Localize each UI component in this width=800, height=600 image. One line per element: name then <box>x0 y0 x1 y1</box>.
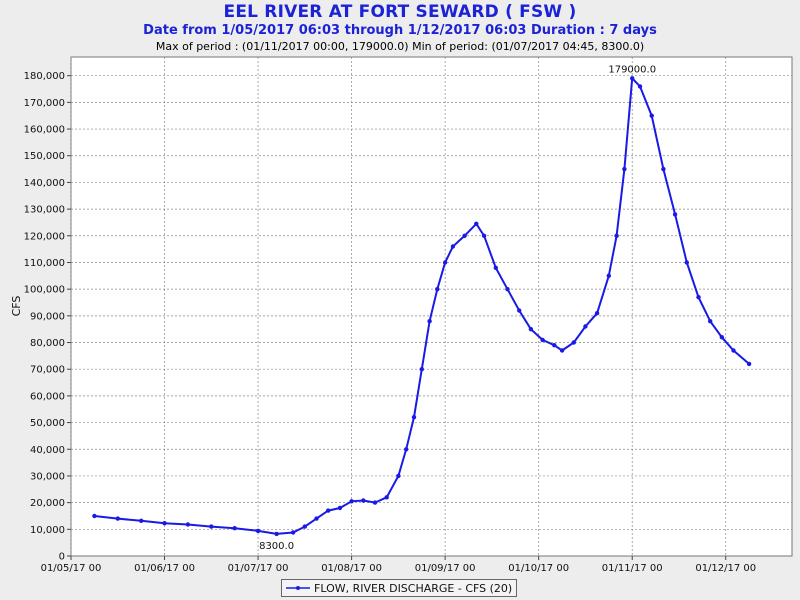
y-tick-label: 50,000 <box>30 418 65 429</box>
x-tick-label: 01/09/17 00 <box>415 563 476 574</box>
annotation-label: 8300.0 <box>259 541 294 552</box>
y-tick-label: 140,000 <box>24 178 65 189</box>
data-point <box>661 166 666 172</box>
data-point <box>115 516 121 521</box>
data-point <box>209 524 214 529</box>
x-tick-label: 01/07/17 00 <box>228 563 289 574</box>
x-tick-label: 01/10/17 00 <box>508 563 569 574</box>
data-point <box>540 337 545 343</box>
data-point <box>450 244 456 249</box>
x-tick-label: 01/05/17 00 <box>41 563 102 574</box>
y-axis-label: CFS <box>10 296 23 317</box>
chart-title: EEL RIVER AT FORT SEWARD ( FSW ) <box>223 2 577 22</box>
y-tick-label: 10,000 <box>30 525 65 536</box>
annotation-label: 179000.0 <box>608 64 656 75</box>
data-point <box>731 348 736 353</box>
x-axis: 01/05/17 00 01/06/17 00 01/07/17 00 01/08/1… <box>41 556 756 574</box>
y-tick-label: 170,000 <box>24 98 65 109</box>
y-tick-label: 90,000 <box>30 311 65 322</box>
data-point <box>559 348 565 353</box>
x-tick-label: 01/08/17 00 <box>321 563 382 574</box>
data-point <box>517 308 522 313</box>
annotations: 179000.0 8300.0 <box>259 64 656 552</box>
data-point <box>274 531 279 537</box>
data-point <box>404 447 409 452</box>
data-point <box>552 343 557 348</box>
y-tick-label: 20,000 <box>30 498 65 509</box>
y-tick-label: 40,000 <box>30 445 65 456</box>
data-point <box>684 260 689 265</box>
data-point <box>622 166 627 172</box>
y-tick-label: 60,000 <box>30 391 65 402</box>
x-tick-label: 01/12/17 00 <box>695 563 756 574</box>
y-tick-label: 180,000 <box>24 71 65 82</box>
y-tick-label: 80,000 <box>30 338 65 349</box>
data-point <box>427 319 432 324</box>
y-tick-label: 110,000 <box>24 258 65 269</box>
data-point <box>337 505 343 511</box>
period-extrema: Max of period : (01/11/2017 00:00, 17900… <box>155 40 645 53</box>
data-point <box>746 361 752 367</box>
data-point <box>474 221 479 226</box>
y-tick-label: 30,000 <box>30 471 65 482</box>
data-point <box>637 84 643 89</box>
x-tick-label: 01/06/17 00 <box>134 563 195 574</box>
data-point <box>290 530 296 535</box>
data-point <box>435 287 440 292</box>
data-point <box>594 311 600 316</box>
data-point <box>493 265 498 270</box>
data-point <box>481 233 487 238</box>
data-point <box>349 499 354 504</box>
data-point <box>232 526 237 531</box>
data-point <box>419 367 424 372</box>
data-point <box>696 295 701 300</box>
x-tick-label: 01/11/17 00 <box>602 563 663 574</box>
data-point <box>361 498 366 503</box>
data-point <box>583 324 588 329</box>
data-point <box>92 513 97 519</box>
chart-subtitle: Date from 1/05/2017 06:03 through 1/12/2… <box>143 23 657 38</box>
data-point <box>630 76 635 81</box>
data-point <box>255 528 261 534</box>
data-point <box>442 260 448 265</box>
data-point <box>372 500 378 505</box>
data-point <box>396 473 401 479</box>
flow-series <box>92 76 752 537</box>
y-tick-label: 150,000 <box>24 151 65 162</box>
data-point <box>185 522 191 527</box>
y-tick-label: 160,000 <box>24 125 65 136</box>
plot-area <box>70 56 793 557</box>
data-point <box>606 273 611 278</box>
data-point <box>719 335 724 340</box>
data-point <box>571 340 576 345</box>
y-tick-label: 120,000 <box>24 231 65 242</box>
y-tick-label: 100,000 <box>24 285 65 296</box>
legend-swatch <box>286 586 310 590</box>
legend: FLOW, RIVER DISCHARGE - CFS (20) <box>281 579 517 597</box>
legend-label: FLOW, RIVER DISCHARGE - CFS (20) <box>314 582 513 595</box>
data-point <box>505 287 510 292</box>
data-point <box>384 495 389 500</box>
data-point <box>708 319 713 324</box>
data-point <box>528 327 534 332</box>
data-point <box>139 518 144 523</box>
y-tick-label: 130,000 <box>24 205 65 216</box>
data-point <box>462 233 467 238</box>
y-tick-label: 0 <box>59 552 65 563</box>
data-point <box>672 212 678 217</box>
data-point <box>411 415 417 420</box>
y-tick-label: 70,000 <box>30 365 65 376</box>
data-point <box>162 521 167 526</box>
data-point <box>314 516 319 521</box>
data-point <box>614 233 619 238</box>
data-point <box>649 113 654 118</box>
data-point <box>326 508 331 513</box>
data-point <box>302 524 307 529</box>
y-axis: 0 10,000 20,000 30,000 40,000 50,000 60,000 70,… <box>24 71 71 563</box>
